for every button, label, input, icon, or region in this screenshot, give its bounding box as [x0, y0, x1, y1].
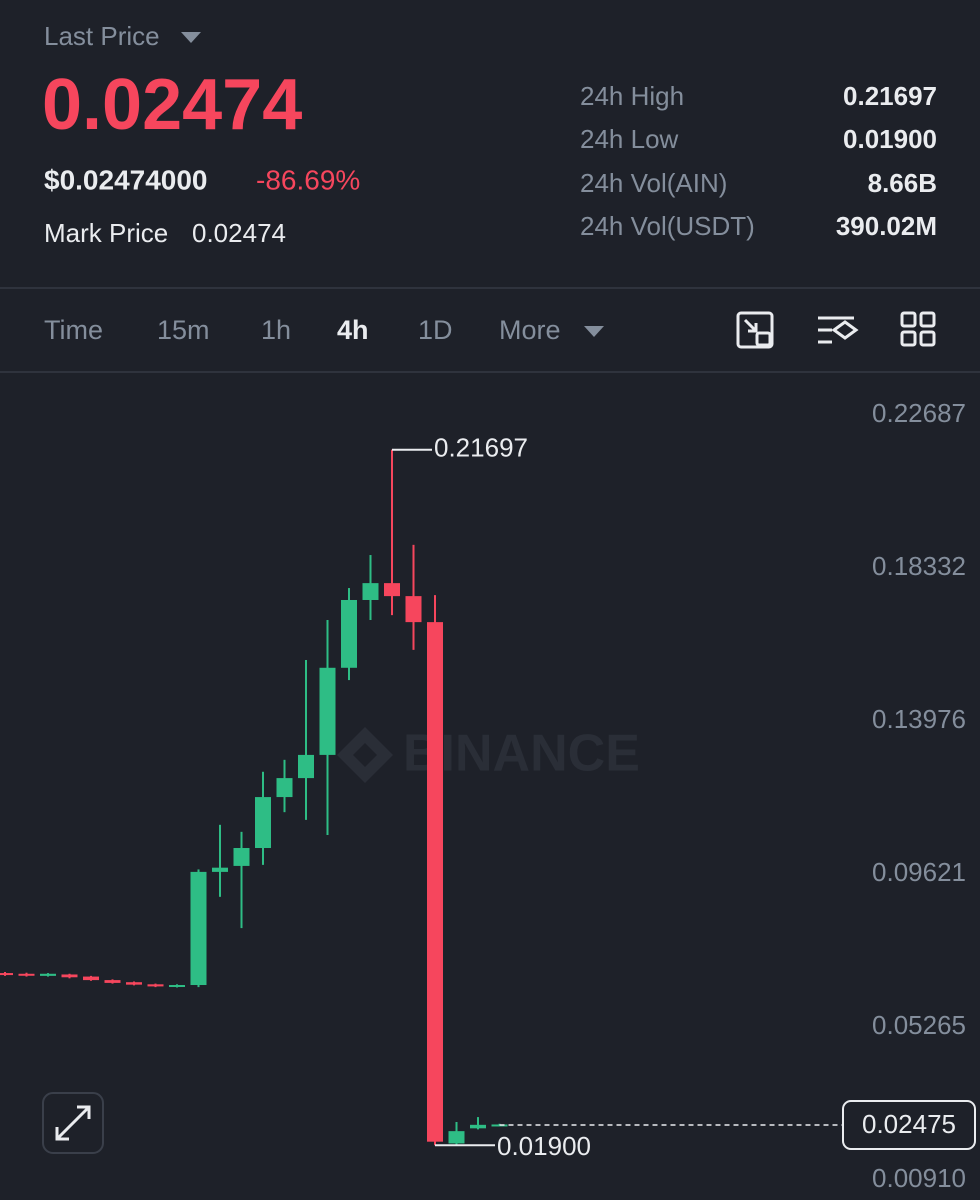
stat-label: 24h Vol(USDT) — [580, 211, 755, 241]
candle-body — [169, 985, 185, 988]
candle-body — [190, 871, 207, 986]
interval-tab[interactable]: 4h — [337, 315, 369, 345]
stats: 24h High 0.21697 24h Low 0.01900 24h Vol(AIN… — [580, 81, 937, 241]
stat-value: 8.66B — [868, 168, 937, 198]
candle-body — [147, 984, 164, 987]
candle-body — [18, 973, 35, 976]
mark-price-label: Mark Price — [44, 218, 168, 248]
icon-window[interactable] — [736, 311, 774, 349]
candle-body — [104, 980, 121, 983]
stat-value: 390.02M — [836, 211, 937, 241]
expand-button[interactable] — [42, 1092, 104, 1154]
low-marker-label: 0.01900 — [497, 1131, 591, 1161]
usd-price: $0.02474000 — [44, 164, 208, 195]
candle-body — [405, 596, 422, 623]
candle-body — [61, 974, 78, 978]
expand-icon[interactable] — [55, 1105, 91, 1141]
interval-tab[interactable]: 1h — [261, 315, 291, 345]
candle-chart: 0.22687 0.18332 0.13976 0.09621 0.05265 0.009… — [0, 398, 976, 1193]
candle-body — [319, 667, 336, 755]
candle-body — [341, 599, 357, 668]
mark-price: 0.02474 — [192, 218, 286, 248]
candle-body — [448, 1131, 465, 1144]
candle-body — [255, 797, 271, 849]
interval-tab[interactable]: Time — [44, 315, 103, 345]
y-tick-label: 0.09621 — [872, 857, 966, 887]
current-price-label: 0.02475 — [862, 1109, 956, 1139]
candle-body — [276, 778, 293, 798]
toolbar-icons — [736, 311, 936, 349]
dropdown-arrow[interactable] — [181, 32, 201, 43]
candle-body — [233, 848, 250, 866]
high-marker-label: 0.21697 — [434, 433, 528, 463]
icon-indicators[interactable] — [818, 316, 859, 344]
candle-body — [83, 976, 99, 981]
candle-body — [126, 982, 142, 985]
candle-body — [427, 622, 443, 1142]
price-change: -86.69% — [256, 164, 360, 195]
interval-tab[interactable]: 1D — [418, 315, 453, 345]
stat-label: 24h Low — [580, 124, 679, 154]
y-tick-label: 0.18332 — [872, 551, 966, 581]
stat-label: 24h Vol(AIN) — [580, 168, 727, 198]
candle-body — [212, 867, 228, 872]
candle-body — [40, 973, 56, 976]
stat-label: 24h High — [580, 81, 684, 111]
last-price-label[interactable]: Last Price — [44, 21, 160, 51]
stat-value: 0.21697 — [843, 81, 937, 111]
y-tick-label: 0.00910 — [872, 1163, 966, 1193]
y-tick-label: 0.05265 — [872, 1010, 966, 1040]
watermark-logo — [337, 727, 393, 783]
current-price-box — [842, 1099, 976, 1150]
last-price: 0.02474 — [42, 65, 302, 145]
watermark: BINANCE — [337, 725, 640, 783]
icon-layout[interactable] — [900, 311, 936, 347]
candle-body — [384, 583, 400, 597]
candle-body — [298, 754, 314, 779]
dropdown-arrow[interactable] — [584, 326, 604, 337]
y-tick-label: 0.13976 — [872, 704, 966, 734]
interval-tab[interactable]: 15m — [157, 315, 210, 345]
candle-body — [0, 973, 13, 976]
stat-value: 0.01900 — [843, 124, 937, 154]
interval-tab[interactable]: More — [499, 315, 561, 345]
candle-body — [470, 1124, 486, 1129]
y-tick-label: 0.22687 — [872, 398, 966, 428]
candle-body — [362, 583, 379, 600]
interval-tabs: Time 15m 1h 4h 1D More — [44, 315, 561, 345]
